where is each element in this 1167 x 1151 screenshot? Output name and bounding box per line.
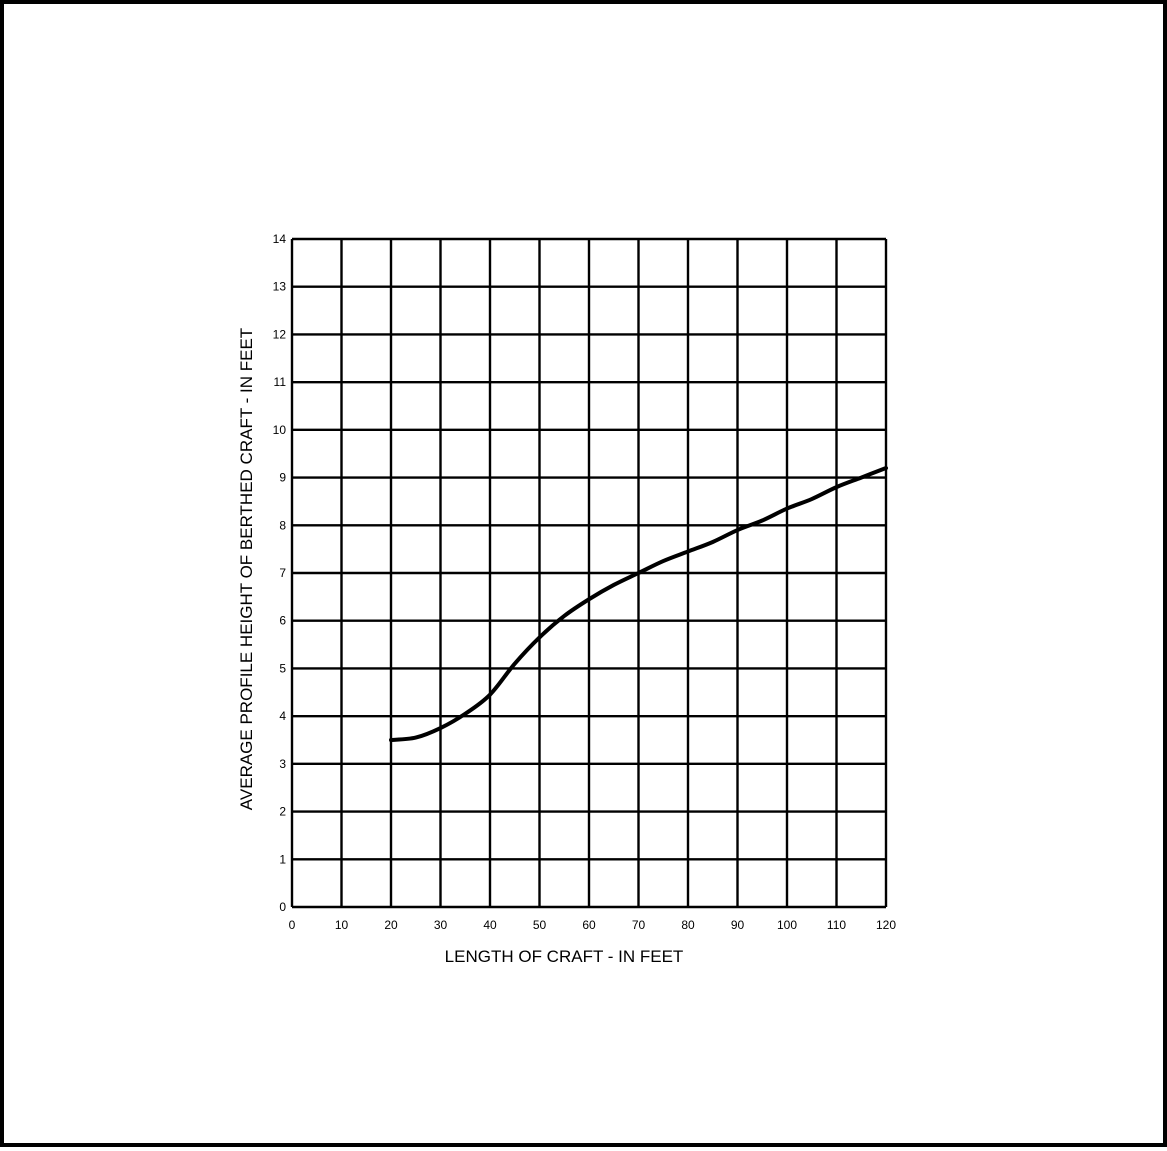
x-tick-label: 110 <box>827 918 846 932</box>
y-tick-label: 2 <box>279 805 286 819</box>
x-tick-label: 0 <box>289 918 296 932</box>
y-tick-label: 6 <box>279 614 286 628</box>
x-tick-labels: 0 10 20 30 40 50 60 70 80 90 100 110 120 <box>289 918 897 932</box>
y-axis-label: AVERAGE PROFILE HEIGHT OF BERTHED CRAFT … <box>237 328 256 810</box>
y-tick-label: 1 <box>279 852 286 866</box>
y-tick-label: 14 <box>273 232 287 246</box>
x-tick-label: 60 <box>582 918 596 932</box>
chart-grid <box>290 237 888 909</box>
y-tick-label: 12 <box>273 327 287 341</box>
x-axis-label: LENGTH OF CRAFT - IN FEET <box>445 947 684 966</box>
x-tick-label: 90 <box>731 918 745 932</box>
series-group <box>389 466 888 742</box>
x-tick-label: 80 <box>681 918 695 932</box>
y-tick-label: 3 <box>279 757 286 771</box>
x-tick-label: 20 <box>384 918 398 932</box>
x-tick-label: 70 <box>632 918 646 932</box>
x-tick-label: 30 <box>434 918 448 932</box>
y-tick-label: 7 <box>279 566 286 580</box>
x-tick-label: 50 <box>533 918 547 932</box>
x-tick-label: 10 <box>335 918 349 932</box>
y-tick-label: 10 <box>273 423 287 437</box>
x-tick-label: 120 <box>876 918 896 932</box>
x-tick-label: 40 <box>483 918 497 932</box>
series-line <box>389 466 888 742</box>
y-tick-label: 13 <box>273 280 287 294</box>
chart: 0 10 20 30 40 50 60 70 80 90 100 110 120 01234567891… <box>237 232 897 966</box>
y-tick-label: 8 <box>279 518 286 532</box>
y-tick-label: 0 <box>279 900 286 914</box>
x-tick-label: 100 <box>777 918 797 932</box>
y-tick-label: 4 <box>279 709 286 723</box>
y-tick-label: 9 <box>279 471 286 485</box>
y-tick-label: 11 <box>274 375 287 389</box>
y-tick-label: 5 <box>279 661 286 675</box>
